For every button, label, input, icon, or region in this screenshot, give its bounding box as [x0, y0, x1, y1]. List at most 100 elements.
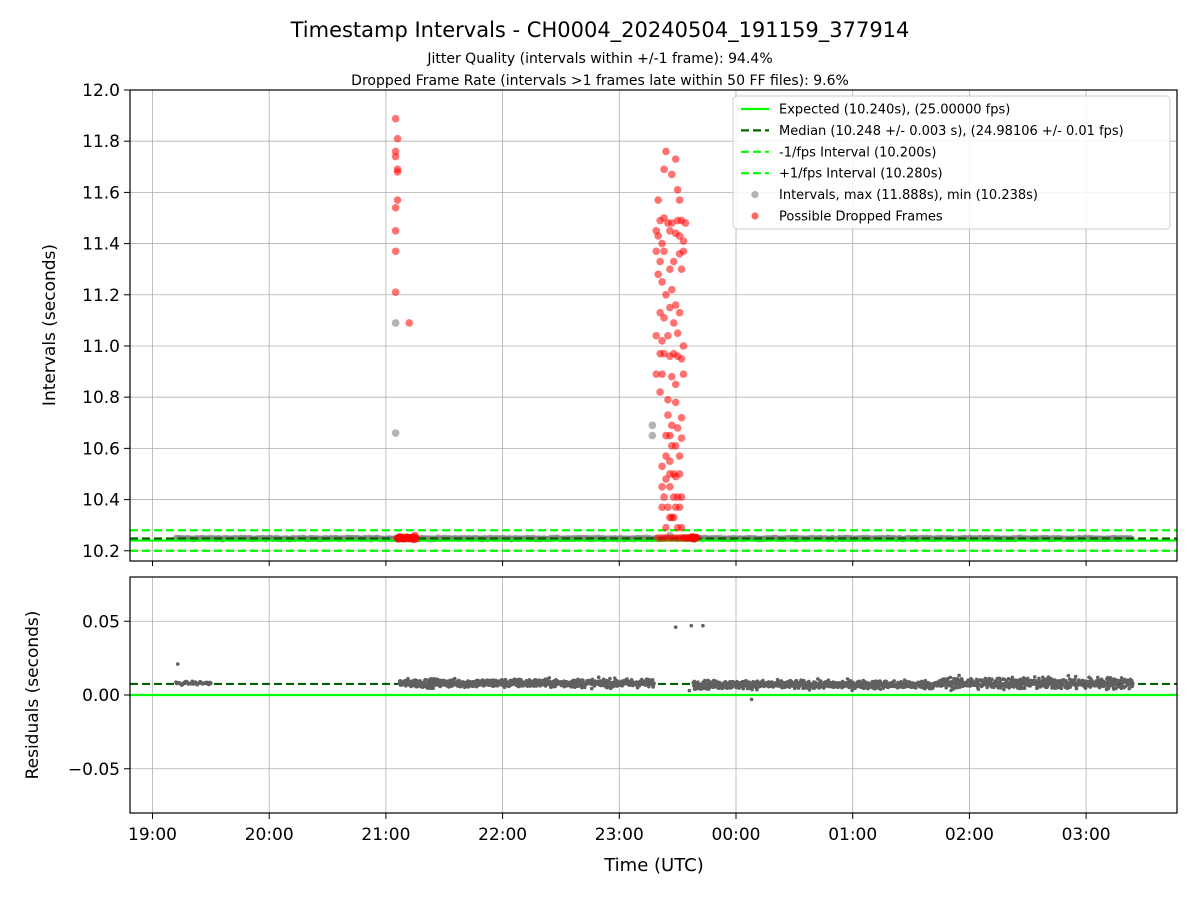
legend-label: +1/fps Interval (10.280s) — [779, 167, 943, 182]
residual-point — [428, 686, 433, 691]
dropped-frame-point — [692, 533, 701, 542]
residual-point — [652, 681, 656, 685]
bottom-ylabel: Residuals (seconds) — [23, 611, 43, 780]
dropped-frame-point — [658, 462, 666, 471]
dropped-frame-point — [671, 301, 680, 309]
bottom-y-tick-label: −0.05 — [68, 760, 120, 780]
dropped-frame-point — [658, 278, 666, 286]
dropped-frame-point — [666, 303, 674, 312]
residual-point — [1006, 677, 1011, 681]
residual-point — [1010, 675, 1015, 680]
residual-point — [850, 688, 854, 693]
figure-title: Timestamp Intervals - CH0004_20240504_19… — [290, 18, 910, 43]
residual-point — [714, 680, 719, 684]
dropped-frame-point — [671, 442, 680, 450]
dropped-frame-point — [675, 470, 684, 478]
dropped-frame-point — [677, 413, 686, 422]
residual-point — [1065, 686, 1070, 691]
bottom-y-tick-label: 0.00 — [82, 686, 120, 706]
x-tick-label: 01:00 — [828, 825, 877, 845]
dropped-frame-point — [671, 380, 680, 389]
residual-point — [1073, 677, 1077, 682]
residual-point — [755, 687, 759, 692]
top-y-tick-label: 11.0 — [82, 337, 120, 357]
dropped-frame-point — [668, 372, 676, 381]
residual-outlier-point — [749, 697, 754, 702]
dropped-frame-point — [658, 482, 666, 491]
residual-point — [873, 687, 877, 691]
residual-outlier-point — [689, 623, 694, 628]
residual-point — [1025, 676, 1030, 681]
residuals-plot: −0.05 0.00 0.05 19:00 20:00 21:00 22:00 23:00 00… — [68, 576, 1178, 845]
residual-point — [1052, 678, 1057, 682]
residual-point — [1037, 676, 1041, 681]
residual-point — [807, 688, 812, 692]
legend-box — [732, 95, 1171, 230]
residual-point — [1041, 675, 1045, 680]
dropped-frame-point — [666, 431, 674, 440]
residual-point — [826, 678, 831, 682]
dropped-frame-point — [391, 288, 400, 297]
x-tick-label: 22:00 — [478, 825, 527, 845]
residual-outlier-point — [687, 688, 692, 693]
top-y-tick-label: 10.4 — [82, 491, 120, 511]
top-y-tick-label: 10.6 — [82, 439, 120, 459]
top-y-tick-label: 12.0 — [82, 81, 120, 101]
residual-point — [1022, 686, 1027, 690]
dropped-frame-point — [675, 308, 684, 317]
dropped-frame-point — [673, 329, 682, 337]
residual-point — [1073, 674, 1078, 679]
residual-point — [957, 673, 961, 678]
residual-point — [1074, 686, 1079, 691]
interval-outlier-point — [648, 431, 657, 440]
residual-point — [1059, 686, 1064, 691]
x-tick-label: 21:00 — [361, 825, 410, 845]
legend-label: Intervals, max (11.888s), min (10.238s) — [779, 188, 1038, 203]
bottom-y-tick-label: 0.05 — [82, 612, 120, 632]
dropped-frame-point — [654, 232, 662, 240]
residual-point — [914, 686, 918, 690]
residual-point — [819, 679, 823, 684]
dropped-frame-point — [666, 470, 674, 478]
top-y-tick-label: 10.8 — [82, 388, 120, 408]
residual-point — [1032, 675, 1037, 679]
intervals-plot: 10.2 10.4 10.6 10.8 11.0 11.2 11.4 11.6 11.8 12.0 — [82, 81, 1178, 566]
residual-point — [596, 675, 601, 680]
residual-point — [840, 679, 845, 684]
residual-point — [741, 686, 746, 691]
residual-point — [990, 677, 994, 682]
dropped-frame-point — [679, 370, 688, 378]
x-axis-label: Time (UTC) — [603, 855, 704, 876]
dropped-frame-point — [671, 155, 680, 163]
dropped-frame-point — [675, 196, 684, 204]
residual-point — [1088, 685, 1093, 689]
dropped-frame-point — [666, 226, 674, 235]
residual-point — [1066, 673, 1071, 678]
dropped-frame-point — [654, 270, 662, 279]
dropped-frame-point — [664, 395, 672, 404]
legend-label: Median (10.248 +/- 0.003 s), (24.98106 +… — [779, 124, 1124, 139]
top-plot-frame — [129, 89, 1178, 562]
residual-point — [581, 678, 585, 683]
residual-outlier-point — [701, 623, 705, 628]
dropped-frame-point — [412, 534, 421, 543]
top-y-tick-label: 11.4 — [82, 235, 120, 255]
dropped-frame-point — [669, 257, 678, 266]
dropped-frame-point — [666, 457, 674, 465]
dropped-frame-point — [656, 388, 664, 396]
dropped-frame-point — [658, 337, 666, 345]
dropped-frame-point — [675, 452, 684, 460]
top-y-tick-label: 11.6 — [82, 183, 120, 203]
dropped-frame-point — [664, 503, 672, 512]
residual-point — [976, 687, 981, 692]
residual-point — [1060, 683, 1065, 687]
residual-point — [944, 685, 948, 690]
legend-marker-swatch — [751, 191, 759, 199]
residual-point — [650, 678, 655, 682]
dropped-frame-point — [666, 482, 674, 491]
dropped-frame-point — [677, 265, 686, 273]
top-y-tick-label: 11.2 — [82, 286, 120, 306]
dropped-frame-point — [391, 226, 400, 235]
legend: Expected (10.240s), (25.00000 fps) Median… — [732, 95, 1171, 230]
